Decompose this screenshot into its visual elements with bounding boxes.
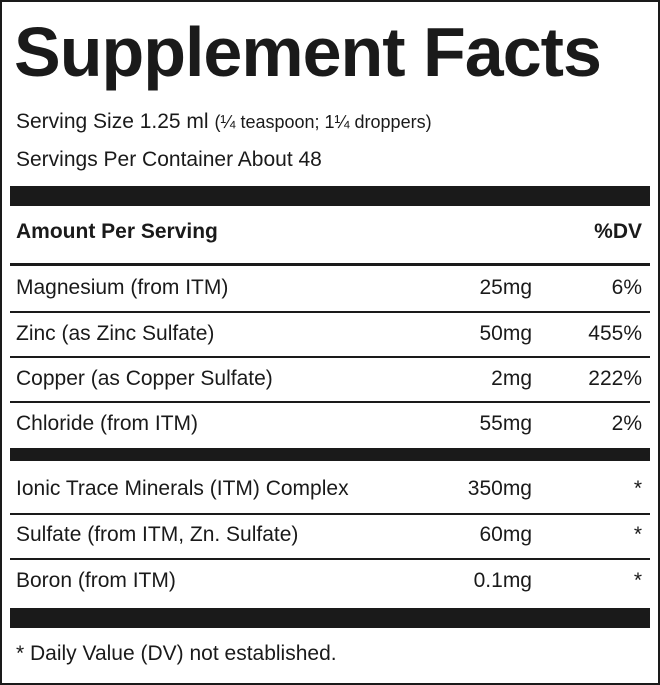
row: Copper (as Copper Sulfate) 2mg 222%	[10, 364, 650, 394]
row: Ionic Trace Minerals (ITM) Complex 350mg *	[10, 474, 650, 504]
serving-size-note: (¼ teaspoon; 1¼ droppers)	[214, 112, 432, 132]
medium-bar	[10, 448, 650, 461]
cell: Ionic Trace Minerals (ITM) Complex	[16, 477, 349, 500]
servings-per-container: Servings Per Container About 48	[16, 148, 322, 171]
cell: 2%	[611, 412, 642, 435]
cell: 6%	[611, 276, 642, 299]
serving-size-text: Serving Size 1.25 ml	[16, 110, 209, 133]
row: Chloride (from ITM) 55mg 2%	[10, 409, 650, 439]
serving-size: Serving Size 1.25 ml (¼ teaspoon; 1¼ dro…	[16, 110, 432, 134]
cell: 455%	[588, 322, 642, 345]
title: Supplement Facts	[14, 13, 602, 91]
cell: 50mg	[479, 322, 532, 345]
rule	[10, 558, 650, 560]
header-cell: Amount Per Serving	[16, 220, 218, 243]
rule	[10, 513, 650, 515]
row: Magnesium (from ITM) 25mg 6%	[10, 273, 650, 303]
cell: *	[633, 569, 642, 592]
header-cell: %DV	[594, 220, 642, 243]
cell: 2mg	[491, 367, 532, 390]
thick-bar	[10, 608, 650, 628]
thick-bar	[10, 186, 650, 206]
cell: Zinc (as Zinc Sulfate)	[16, 322, 215, 345]
cell: 55mg	[479, 412, 532, 435]
cell: 60mg	[479, 523, 532, 546]
cell: Sulfate (from ITM, Zn. Sulfate)	[16, 523, 299, 546]
cell: Boron (from ITM)	[16, 569, 176, 592]
cell: Chloride (from ITM)	[16, 412, 199, 435]
cell: 0.1mg	[473, 569, 532, 592]
rule	[10, 311, 650, 313]
row: Zinc (as Zinc Sulfate) 50mg 455%	[10, 319, 650, 349]
cell: 350mg	[467, 477, 532, 500]
rule	[10, 356, 650, 358]
header-row: Amount Per Serving %DV	[10, 217, 650, 247]
rule	[10, 401, 650, 403]
rule	[10, 263, 650, 266]
cell: Magnesium (from ITM)	[16, 276, 229, 299]
cell: Copper (as Copper Sulfate)	[16, 367, 273, 390]
cell: *	[633, 477, 642, 500]
cell: *	[633, 523, 642, 546]
footnote: * Daily Value (DV) not established.	[16, 642, 337, 665]
cell: 222%	[588, 367, 642, 390]
cell: 25mg	[479, 276, 532, 299]
row: Sulfate (from ITM, Zn. Sulfate) 60mg *	[10, 520, 650, 550]
row: Boron (from ITM) 0.1mg *	[10, 566, 650, 596]
